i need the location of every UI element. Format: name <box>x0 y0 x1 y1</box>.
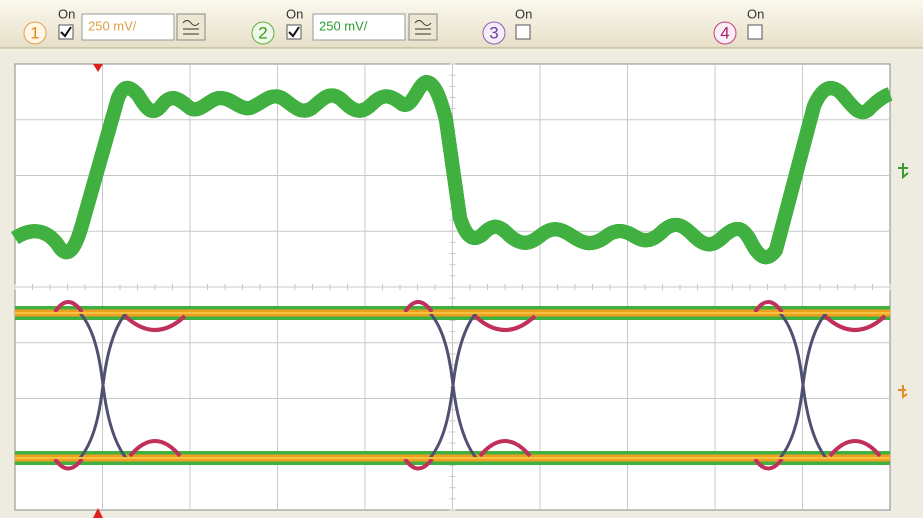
on-checkbox[interactable] <box>747 24 763 40</box>
on-label: On <box>515 6 532 21</box>
channel-2-controls: 2 On 250 mV/ <box>251 6 438 45</box>
channel-1-trace <box>15 75 890 257</box>
channel-number: 1 <box>30 23 39 42</box>
channel-badge <box>482 21 506 45</box>
channel-4-controls: 4 On <box>713 6 764 45</box>
on-label: On <box>286 6 303 21</box>
channel-number: 3 <box>489 23 498 42</box>
coupling-icon <box>414 20 432 35</box>
coupling-button[interactable] <box>408 13 438 41</box>
channel-badge <box>713 21 737 45</box>
channel-number: 4 <box>720 23 729 42</box>
scale-text: 250 mV/ <box>319 18 368 33</box>
channel-1-level-marker <box>898 163 909 180</box>
eye-rail-center <box>15 312 890 459</box>
trigger-position-marker <box>93 64 103 72</box>
eye-overshoot <box>53 300 887 471</box>
channel-1-controls: 1 On 250 mV/ <box>23 6 206 45</box>
scale-field[interactable] <box>81 13 175 41</box>
channel-2-level-marker <box>898 385 908 399</box>
channel-badge <box>23 21 47 45</box>
coupling-icon <box>182 20 200 35</box>
check-mark <box>60 26 72 38</box>
eye-transitions <box>78 312 828 459</box>
coupling-button[interactable] <box>176 13 206 41</box>
channel-2-eye <box>15 300 890 471</box>
on-label: On <box>747 6 764 21</box>
channel-number: 2 <box>258 23 267 42</box>
scale-text: 250 mV/ <box>88 18 137 33</box>
scale-field[interactable] <box>312 13 406 41</box>
check-mark <box>288 26 300 38</box>
channel-3-controls: 3 On <box>482 6 532 45</box>
on-label: On <box>58 6 75 21</box>
on-checkbox[interactable] <box>515 24 531 40</box>
channel-badge <box>251 21 275 45</box>
trigger-position-marker <box>93 508 103 518</box>
